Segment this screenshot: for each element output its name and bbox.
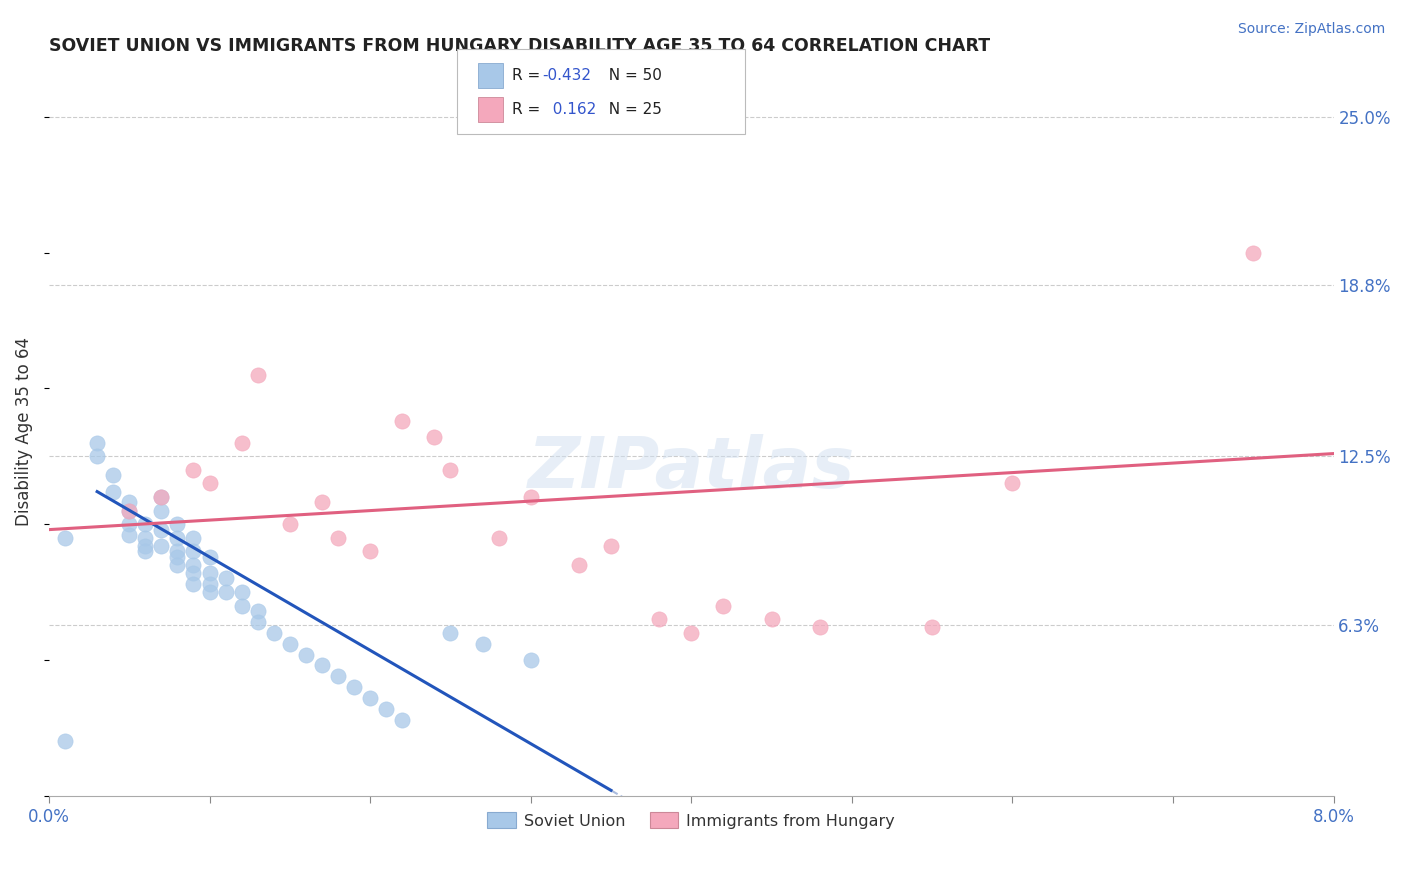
Point xyxy=(471,637,494,651)
Point xyxy=(183,463,205,477)
Point xyxy=(150,490,173,504)
Point xyxy=(391,713,413,727)
Point xyxy=(519,490,541,504)
Point xyxy=(359,544,381,558)
Point xyxy=(295,648,318,662)
Point xyxy=(375,702,398,716)
Point xyxy=(681,625,703,640)
Point xyxy=(150,523,173,537)
Point xyxy=(118,517,141,532)
Point xyxy=(278,637,301,651)
Point xyxy=(1001,476,1024,491)
Point xyxy=(118,495,141,509)
Point xyxy=(311,495,333,509)
Point xyxy=(183,558,205,572)
Point xyxy=(246,368,269,382)
Point xyxy=(103,468,125,483)
Text: R =: R = xyxy=(512,69,546,83)
Point xyxy=(214,585,236,599)
Point xyxy=(568,558,591,572)
Point xyxy=(263,625,285,640)
Text: ZIPatlas: ZIPatlas xyxy=(527,434,855,503)
Point xyxy=(150,539,173,553)
Point xyxy=(711,599,734,613)
Point xyxy=(761,612,783,626)
Point xyxy=(134,539,156,553)
Point xyxy=(326,669,349,683)
Text: R =: R = xyxy=(512,103,546,117)
Point xyxy=(166,531,188,545)
Point xyxy=(198,566,221,580)
Point xyxy=(231,599,253,613)
Point xyxy=(391,414,413,428)
Point xyxy=(311,658,333,673)
Point xyxy=(600,539,623,553)
Point xyxy=(53,531,76,545)
Text: Source: ZipAtlas.com: Source: ZipAtlas.com xyxy=(1237,22,1385,37)
Point xyxy=(198,476,221,491)
Point xyxy=(439,625,461,640)
Text: N = 25: N = 25 xyxy=(599,103,662,117)
Point xyxy=(198,549,221,564)
Point xyxy=(198,585,221,599)
Point xyxy=(246,604,269,618)
Point xyxy=(183,531,205,545)
Point xyxy=(103,484,125,499)
Point xyxy=(808,620,831,634)
Text: 0.162: 0.162 xyxy=(543,103,596,117)
Point xyxy=(183,544,205,558)
Text: SOVIET UNION VS IMMIGRANTS FROM HUNGARY DISABILITY AGE 35 TO 64 CORRELATION CHAR: SOVIET UNION VS IMMIGRANTS FROM HUNGARY … xyxy=(49,37,990,55)
Point xyxy=(1241,245,1264,260)
Point xyxy=(921,620,943,634)
Y-axis label: Disability Age 35 to 64: Disability Age 35 to 64 xyxy=(15,337,32,526)
Point xyxy=(150,503,173,517)
Point xyxy=(231,585,253,599)
Point xyxy=(278,517,301,532)
Point xyxy=(118,503,141,517)
Text: N = 50: N = 50 xyxy=(599,69,662,83)
Text: -0.432: -0.432 xyxy=(543,69,592,83)
Point xyxy=(246,615,269,629)
Point xyxy=(648,612,671,626)
Point xyxy=(118,503,141,517)
Point xyxy=(86,435,108,450)
Point xyxy=(519,653,541,667)
Point xyxy=(118,528,141,542)
Point xyxy=(183,566,205,580)
Point xyxy=(359,690,381,705)
Point xyxy=(343,680,366,694)
Point xyxy=(326,531,349,545)
Point xyxy=(439,463,461,477)
Legend: Soviet Union, Immigrants from Hungary: Soviet Union, Immigrants from Hungary xyxy=(481,805,901,835)
Point xyxy=(134,544,156,558)
Point xyxy=(183,577,205,591)
Point xyxy=(488,531,510,545)
Point xyxy=(53,734,76,748)
Point xyxy=(166,517,188,532)
Point xyxy=(150,490,173,504)
Point xyxy=(166,558,188,572)
Point xyxy=(214,572,236,586)
Point xyxy=(198,577,221,591)
Point xyxy=(134,531,156,545)
Point xyxy=(423,430,446,444)
Point xyxy=(166,544,188,558)
Point xyxy=(134,517,156,532)
Point xyxy=(166,549,188,564)
Point xyxy=(86,450,108,464)
Point xyxy=(231,435,253,450)
